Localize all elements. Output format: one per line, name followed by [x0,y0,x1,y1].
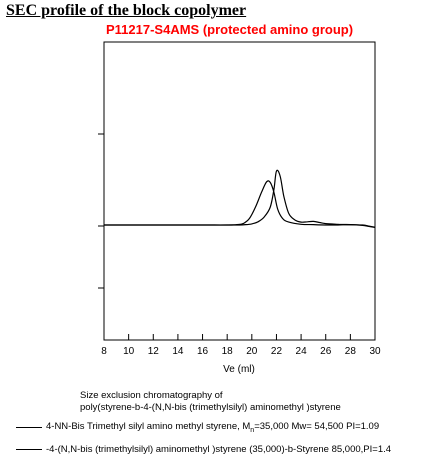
legend-text: 4-NN-Bis Trimethyl silyl amino methyl st… [46,421,380,434]
x-tick-label: 24 [296,346,308,357]
caption-line: poly(styrene-b-4-(N,N-bis (trimethylsily… [80,402,341,413]
legend-swatch [16,449,42,450]
series-line-1 [103,169,376,228]
x-tick-label: 12 [148,346,160,357]
series-layer [103,169,376,229]
caption: Size exclusion chromatography of poly(st… [80,390,341,414]
legend-text: -4-(N,N-bis (trimethylsilyl) aminomethyl… [46,444,392,455]
x-tick-label: 26 [320,346,332,357]
x-tick-label: 20 [246,346,258,357]
x-tick-label: 30 [369,346,381,357]
x-tick-label: 8 [101,346,107,357]
legend-swatch [16,426,42,428]
x-tick-label: 14 [172,346,184,357]
x-axis-ticks: 8 10 12 14 16 18 20 22 24 26 28 30 [101,334,381,357]
caption-line: Size exclusion chromatography of [80,390,223,401]
x-tick-label: 22 [271,346,283,357]
x-tick-label: 10 [123,346,135,357]
x-tick-label: 28 [345,346,357,357]
x-tick-label: 16 [197,346,209,357]
chart-subtitle: P11217-S4AMS (protected amino group) [106,22,354,37]
legend-item: -4-(N,N-bis (trimethylsilyl) aminomethyl… [16,444,391,455]
x-tick-label: 18 [222,346,234,357]
x-axis-label: Ve (ml) [223,364,255,375]
chart-title: SEC profile of the block copolymer [6,2,247,19]
series-line-2 [103,180,376,229]
plot-frame [103,41,376,341]
legend-item: 4-NN-Bis Trimethyl silyl amino methyl st… [16,421,379,434]
